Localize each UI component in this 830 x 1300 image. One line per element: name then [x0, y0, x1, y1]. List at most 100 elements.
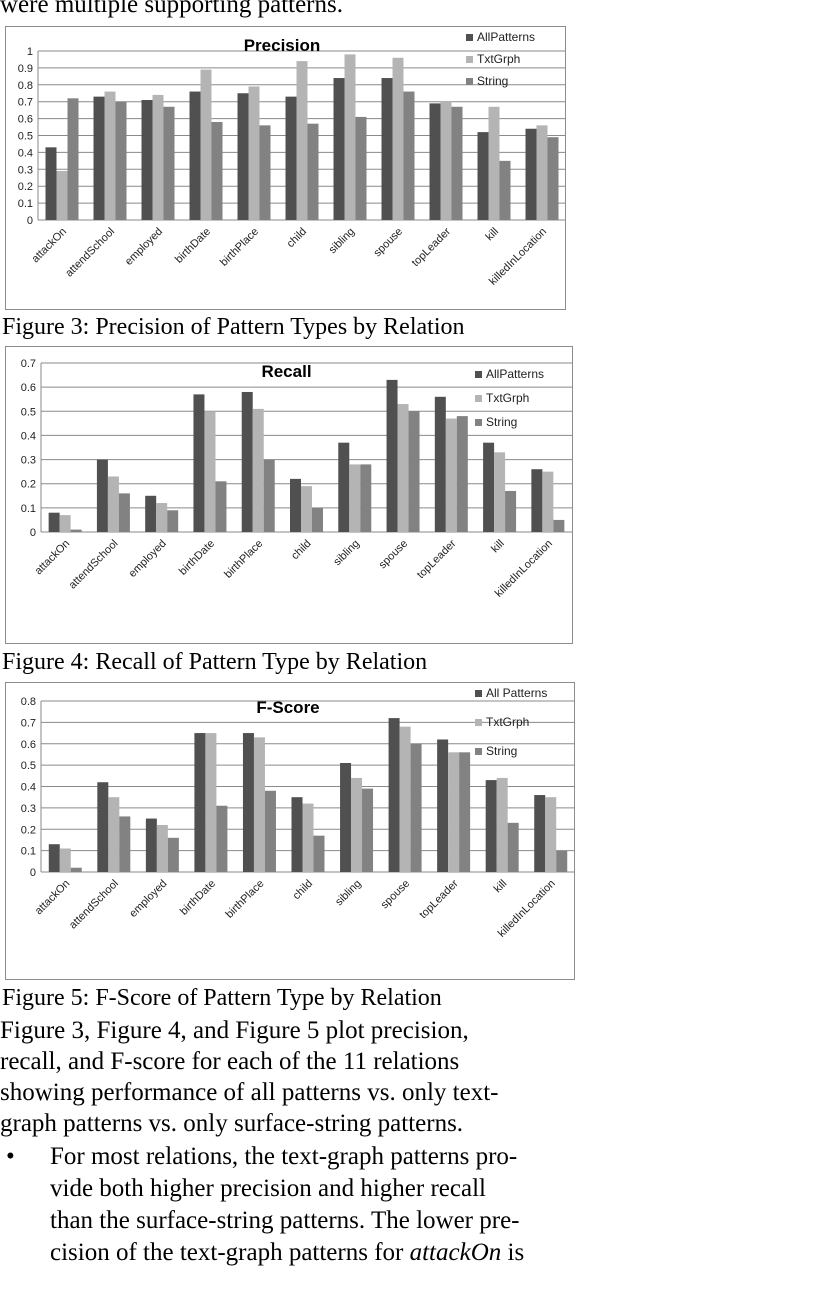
bar-string — [67, 98, 79, 220]
bar-allpatterns — [434, 396, 446, 532]
bar-allpatterns — [93, 96, 105, 220]
bar-all-patterns — [97, 782, 109, 872]
bar-all-patterns — [437, 739, 449, 872]
bar-txtgrph — [156, 824, 168, 872]
bar-txtgrph — [204, 411, 216, 532]
y-tick-label: 0.4 — [21, 430, 36, 442]
x-tick-label: kill — [489, 538, 507, 556]
x-tick-label: sibling — [331, 538, 362, 569]
x-tick-label: birthDate — [173, 226, 213, 266]
bullet-line-last: cision of the text-graph patterns for at… — [50, 1237, 524, 1269]
bar-allpatterns — [145, 495, 157, 532]
bar-txtgrph — [488, 106, 500, 220]
bar-string — [410, 743, 422, 872]
bar-txtgrph — [496, 777, 508, 872]
bar-string — [115, 101, 127, 220]
x-tick-label: child — [289, 538, 313, 562]
legend-swatch — [466, 34, 473, 41]
bar-string — [499, 160, 511, 220]
bar-txtgrph — [448, 752, 460, 872]
bar-allpatterns — [386, 379, 398, 532]
bar-txtgrph — [349, 464, 361, 532]
paragraph-line: showing performance of all patterns vs. … — [0, 1079, 499, 1106]
y-tick-label: 0.2 — [18, 181, 33, 193]
y-tick-label: 1 — [27, 46, 33, 58]
legend-label: String — [486, 744, 517, 758]
paragraph-line: recall, and F-score for each of the 11 r… — [0, 1048, 460, 1075]
bar-allpatterns — [237, 93, 249, 220]
y-tick-label: 0 — [27, 215, 33, 227]
y-tick-label: 0.2 — [21, 479, 36, 491]
x-tick-label: birthPlace — [223, 878, 266, 921]
y-tick-label: 0.9 — [18, 63, 33, 75]
fscore-figure: 0 0.1 0.2 0.3 0.4 0.5 0.6 0.7 0.8 attackOn attendS… — [5, 682, 575, 980]
bar-string — [118, 493, 130, 532]
x-tick-label: birthDate — [178, 878, 218, 918]
bar-string — [264, 790, 276, 872]
legend-swatch — [475, 719, 482, 726]
bullet-text: is — [501, 1239, 525, 1266]
x-tick-label: attackOn — [33, 538, 73, 578]
bar-all-patterns — [194, 733, 206, 872]
bar-all-patterns — [485, 780, 497, 872]
body-paragraph: Figure 3, Figure 4, and Figure 5 plot pr… — [0, 1015, 498, 1139]
x-tick-label: kill — [484, 226, 502, 244]
x-tick-label: employed — [127, 538, 169, 580]
bar-allpatterns — [531, 469, 543, 532]
x-tick-label: attendSchool — [67, 878, 121, 932]
bar-string — [507, 822, 519, 872]
bar-txtgrph — [545, 797, 557, 872]
bar-txtgrph — [542, 471, 554, 532]
bar-txtgrph — [301, 486, 312, 532]
bar-allpatterns — [477, 132, 489, 220]
bar-string — [355, 116, 367, 220]
bar-string — [456, 416, 468, 532]
bar-string — [263, 459, 275, 532]
x-tick-label: spouse — [379, 878, 413, 912]
bar-txtgrph — [59, 515, 71, 532]
x-tick-label: attendSchool — [63, 226, 117, 280]
y-tick-label: 0.2 — [21, 824, 36, 836]
bar-txtgrph — [536, 125, 548, 220]
bar-string — [408, 411, 420, 532]
y-tick-label: 0.5 — [21, 760, 36, 772]
x-tick-label: topLeader — [410, 225, 454, 269]
bar-txtgrph — [253, 737, 265, 872]
bullet-line: than the surface-string patterns. The lo… — [50, 1207, 520, 1234]
legend-label: String — [477, 74, 508, 88]
precision-figure: 0 0.1 0.2 0.3 0.4 0.5 0.6 0.7 0.8 0.9 1 attackOn att… — [5, 26, 566, 310]
bar-allpatterns — [338, 442, 350, 532]
relation-emphasis: attackOn — [409, 1239, 502, 1266]
bar-string — [70, 867, 82, 872]
bar-string — [556, 850, 568, 872]
bar-string — [167, 510, 179, 532]
bar-allpatterns — [429, 103, 441, 220]
legend-label: String — [486, 415, 517, 429]
y-tick-label: 0.7 — [21, 358, 36, 370]
x-tick-label: employed — [127, 878, 169, 920]
bar-txtgrph — [107, 476, 119, 532]
bullet-line: For most relations, the text-graph patte… — [50, 1143, 518, 1170]
y-tick-label: 0.3 — [18, 164, 33, 176]
legend-label: AllPatterns — [486, 367, 544, 381]
legend-swatch — [475, 690, 482, 697]
legend-swatch — [466, 56, 473, 63]
bar-txtgrph — [351, 777, 363, 872]
bar-txtgrph — [248, 86, 260, 220]
legend-swatch — [466, 78, 473, 85]
y-tick-label: 0 — [30, 867, 36, 879]
x-tick-label: topLeader — [415, 537, 459, 581]
x-tick-label: topLeader — [417, 877, 461, 921]
bar-allpatterns — [193, 394, 205, 532]
bar-txtgrph — [205, 733, 217, 872]
y-tick-label: 0.6 — [21, 739, 36, 751]
legend-label: All Patterns — [486, 686, 547, 700]
legend-label: TxtGrph — [477, 52, 520, 66]
figure-5-caption: Figure 5: F-Score of Pattern Type by Rel… — [2, 985, 442, 1011]
legend-label: TxtGrph — [486, 391, 529, 405]
bar-allpatterns — [333, 78, 345, 220]
bar-allpatterns — [189, 91, 201, 220]
bar-allpatterns — [48, 512, 60, 532]
y-tick-label: 0.3 — [21, 455, 36, 467]
x-tick-label: sibling — [333, 878, 364, 909]
